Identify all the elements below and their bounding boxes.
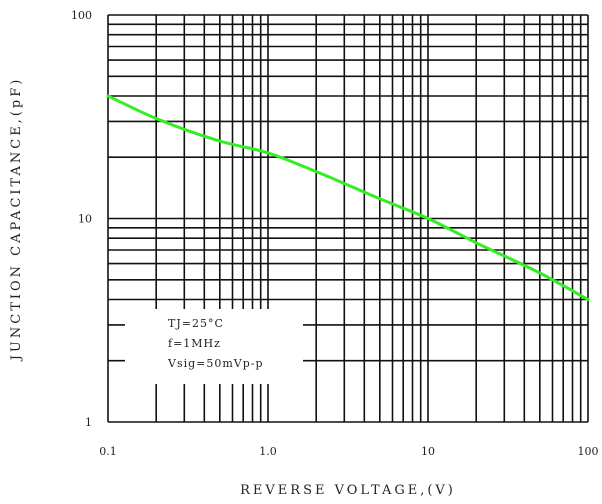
tick-labels: 0.1 1.0 10 100 1 10 100 bbox=[71, 9, 599, 458]
annotation-signal: Vsig=50mVp-p bbox=[167, 357, 264, 370]
grid-lines bbox=[107, 14, 589, 423]
x-tick-label: 0.1 bbox=[99, 445, 117, 458]
annotation-frequency: f=1MHz bbox=[168, 337, 221, 350]
series-layer bbox=[106, 94, 590, 301]
y-tick-label: 100 bbox=[71, 9, 92, 22]
annotation-temperature: TJ=25°C bbox=[168, 317, 224, 330]
series-line bbox=[106, 94, 590, 301]
annotation-box bbox=[125, 309, 303, 384]
y-tick-label: 10 bbox=[78, 213, 92, 226]
x-tick-label: 1.0 bbox=[259, 445, 277, 458]
x-tick-label: 100 bbox=[578, 445, 599, 458]
y-axis-label: JUNCTION CAPACITANCE,(pF) bbox=[9, 77, 24, 363]
x-tick-label: 10 bbox=[421, 445, 435, 458]
x-axis-label: REVERSE VOLTAGE,(V) bbox=[240, 483, 456, 498]
y-tick-label: 1 bbox=[85, 416, 92, 429]
